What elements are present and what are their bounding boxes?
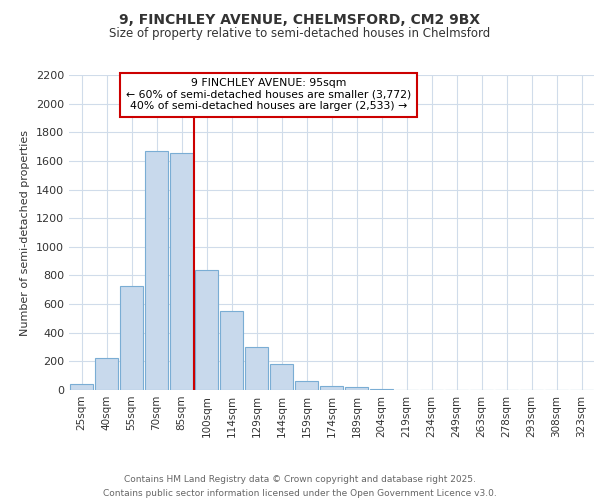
Bar	[245, 347, 268, 390]
Bar	[295, 380, 319, 390]
Bar	[370, 388, 394, 390]
Text: 9 FINCHLEY AVENUE: 95sqm
← 60% of semi-detached houses are smaller (3,772)
40% o: 9 FINCHLEY AVENUE: 95sqm ← 60% of semi-d…	[126, 78, 411, 112]
Text: Size of property relative to semi-detached houses in Chelmsford: Size of property relative to semi-detach…	[109, 28, 491, 40]
Bar	[220, 310, 244, 390]
Bar	[119, 286, 143, 390]
Bar	[95, 358, 118, 390]
Bar	[344, 387, 368, 390]
Bar	[70, 384, 94, 390]
Bar	[170, 153, 193, 390]
Bar	[320, 386, 343, 390]
Y-axis label: Number of semi-detached properties: Number of semi-detached properties	[20, 130, 31, 336]
Bar	[194, 270, 218, 390]
Bar	[145, 151, 169, 390]
Text: 9, FINCHLEY AVENUE, CHELMSFORD, CM2 9BX: 9, FINCHLEY AVENUE, CHELMSFORD, CM2 9BX	[119, 12, 481, 26]
Text: Contains HM Land Registry data © Crown copyright and database right 2025.
Contai: Contains HM Land Registry data © Crown c…	[103, 476, 497, 498]
Bar	[269, 364, 293, 390]
